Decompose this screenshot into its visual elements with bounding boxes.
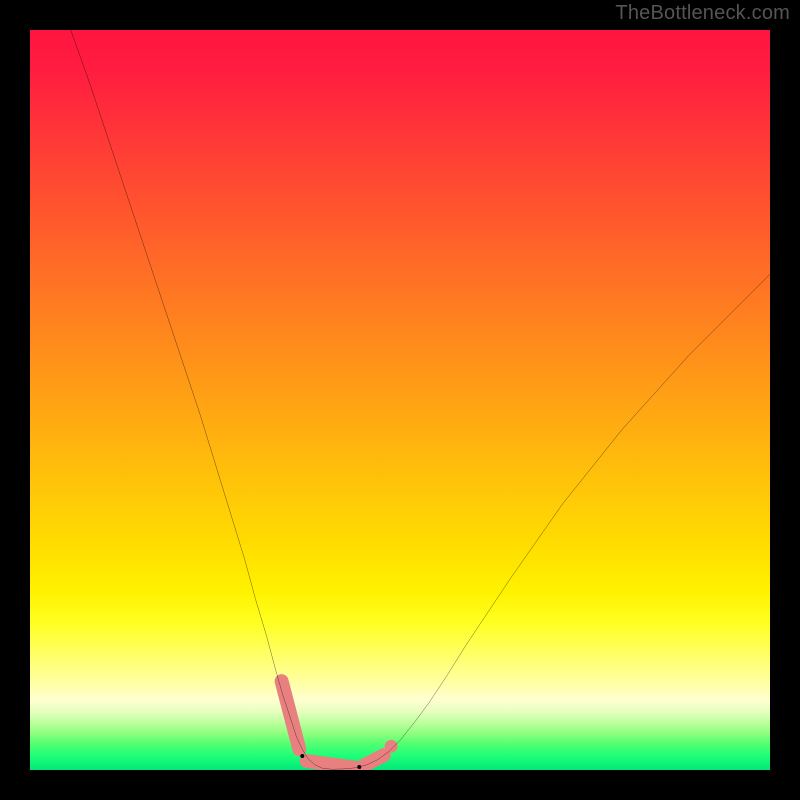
marker-dots — [385, 740, 398, 753]
marker-dot-0 — [385, 740, 398, 753]
plot-area — [30, 30, 770, 770]
curve-paths — [71, 30, 770, 769]
watermark-text: TheBottleneck.com — [615, 2, 790, 25]
marker-segment-1 — [307, 761, 356, 768]
right-curve — [332, 274, 770, 769]
left-curve — [71, 30, 332, 769]
curves-layer — [30, 30, 770, 770]
marker-segments — [282, 681, 384, 768]
chart-root: { "watermark": { "text": "TheBottleneck.… — [0, 0, 800, 800]
marker-small-dot-1 — [357, 765, 361, 769]
marker-small-dot-0 — [300, 754, 304, 758]
marker-segment-0 — [282, 681, 300, 749]
marker-segment-2 — [363, 755, 384, 766]
